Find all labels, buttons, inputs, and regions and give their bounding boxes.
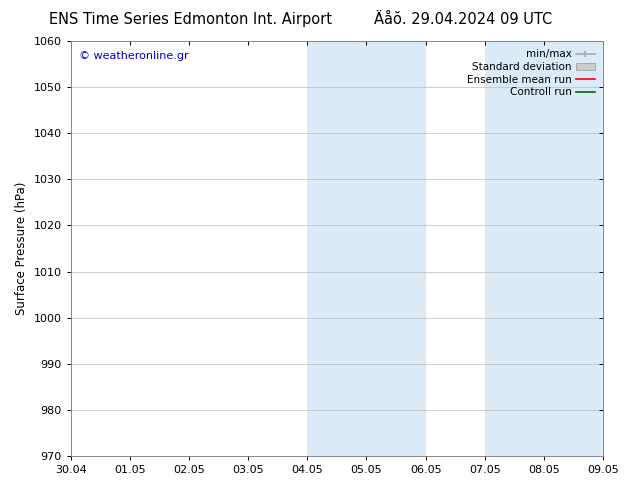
Text: © weatheronline.gr: © weatheronline.gr — [79, 51, 188, 61]
Bar — [485, 41, 603, 456]
Legend: min/max, Standard deviation, Ensemble mean run, Controll run: min/max, Standard deviation, Ensemble me… — [464, 46, 598, 100]
Text: Äåŏ. 29.04.2024 09 UTC: Äåŏ. 29.04.2024 09 UTC — [373, 12, 552, 27]
Y-axis label: Surface Pressure (hPa): Surface Pressure (hPa) — [15, 182, 28, 315]
Text: ENS Time Series Edmonton Int. Airport: ENS Time Series Edmonton Int. Airport — [49, 12, 332, 27]
Bar — [307, 41, 425, 456]
